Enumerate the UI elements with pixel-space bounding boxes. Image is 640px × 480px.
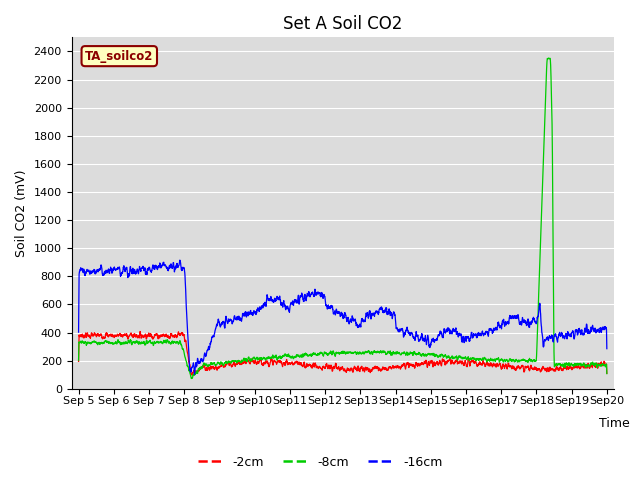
-2cm (188, 372, 196, 378)
Line: -16cm: -16cm (79, 260, 607, 374)
Line: -2cm: -2cm (79, 332, 607, 375)
-16cm (603, 346, 611, 351)
Legend: -2cm, -8cm, -16cm: -2cm, -8cm, -16cm (193, 451, 447, 474)
Title: Set A Soil CO2: Set A Soil CO2 (283, 15, 403, 33)
-2cm (135, 334, 143, 340)
-8cm (300, 351, 308, 357)
Y-axis label: Soil CO2 (mV): Soil CO2 (mV) (15, 169, 28, 257)
-2cm (75, 359, 83, 364)
-2cm (536, 367, 544, 373)
-8cm (166, 340, 174, 346)
-16cm (176, 257, 184, 263)
-2cm (593, 361, 600, 367)
-2cm (603, 371, 611, 376)
-8cm (75, 357, 83, 363)
-8cm (135, 341, 143, 347)
Text: TA_soilco2: TA_soilco2 (85, 49, 154, 62)
-2cm (278, 359, 285, 364)
-2cm (136, 329, 144, 335)
-8cm (188, 376, 195, 382)
-8cm (603, 371, 611, 376)
-16cm (278, 302, 285, 308)
Line: -8cm: -8cm (79, 58, 607, 379)
-16cm (593, 327, 600, 333)
-16cm (75, 329, 83, 335)
-2cm (301, 361, 308, 367)
-16cm (536, 301, 544, 307)
-16cm (135, 267, 143, 273)
-8cm (545, 55, 552, 61)
-16cm (166, 262, 174, 268)
-2cm (166, 334, 174, 340)
-8cm (593, 364, 600, 370)
-8cm (536, 264, 543, 269)
X-axis label: Time: Time (598, 417, 629, 430)
-16cm (191, 372, 198, 377)
-8cm (278, 355, 285, 360)
-16cm (301, 293, 308, 299)
